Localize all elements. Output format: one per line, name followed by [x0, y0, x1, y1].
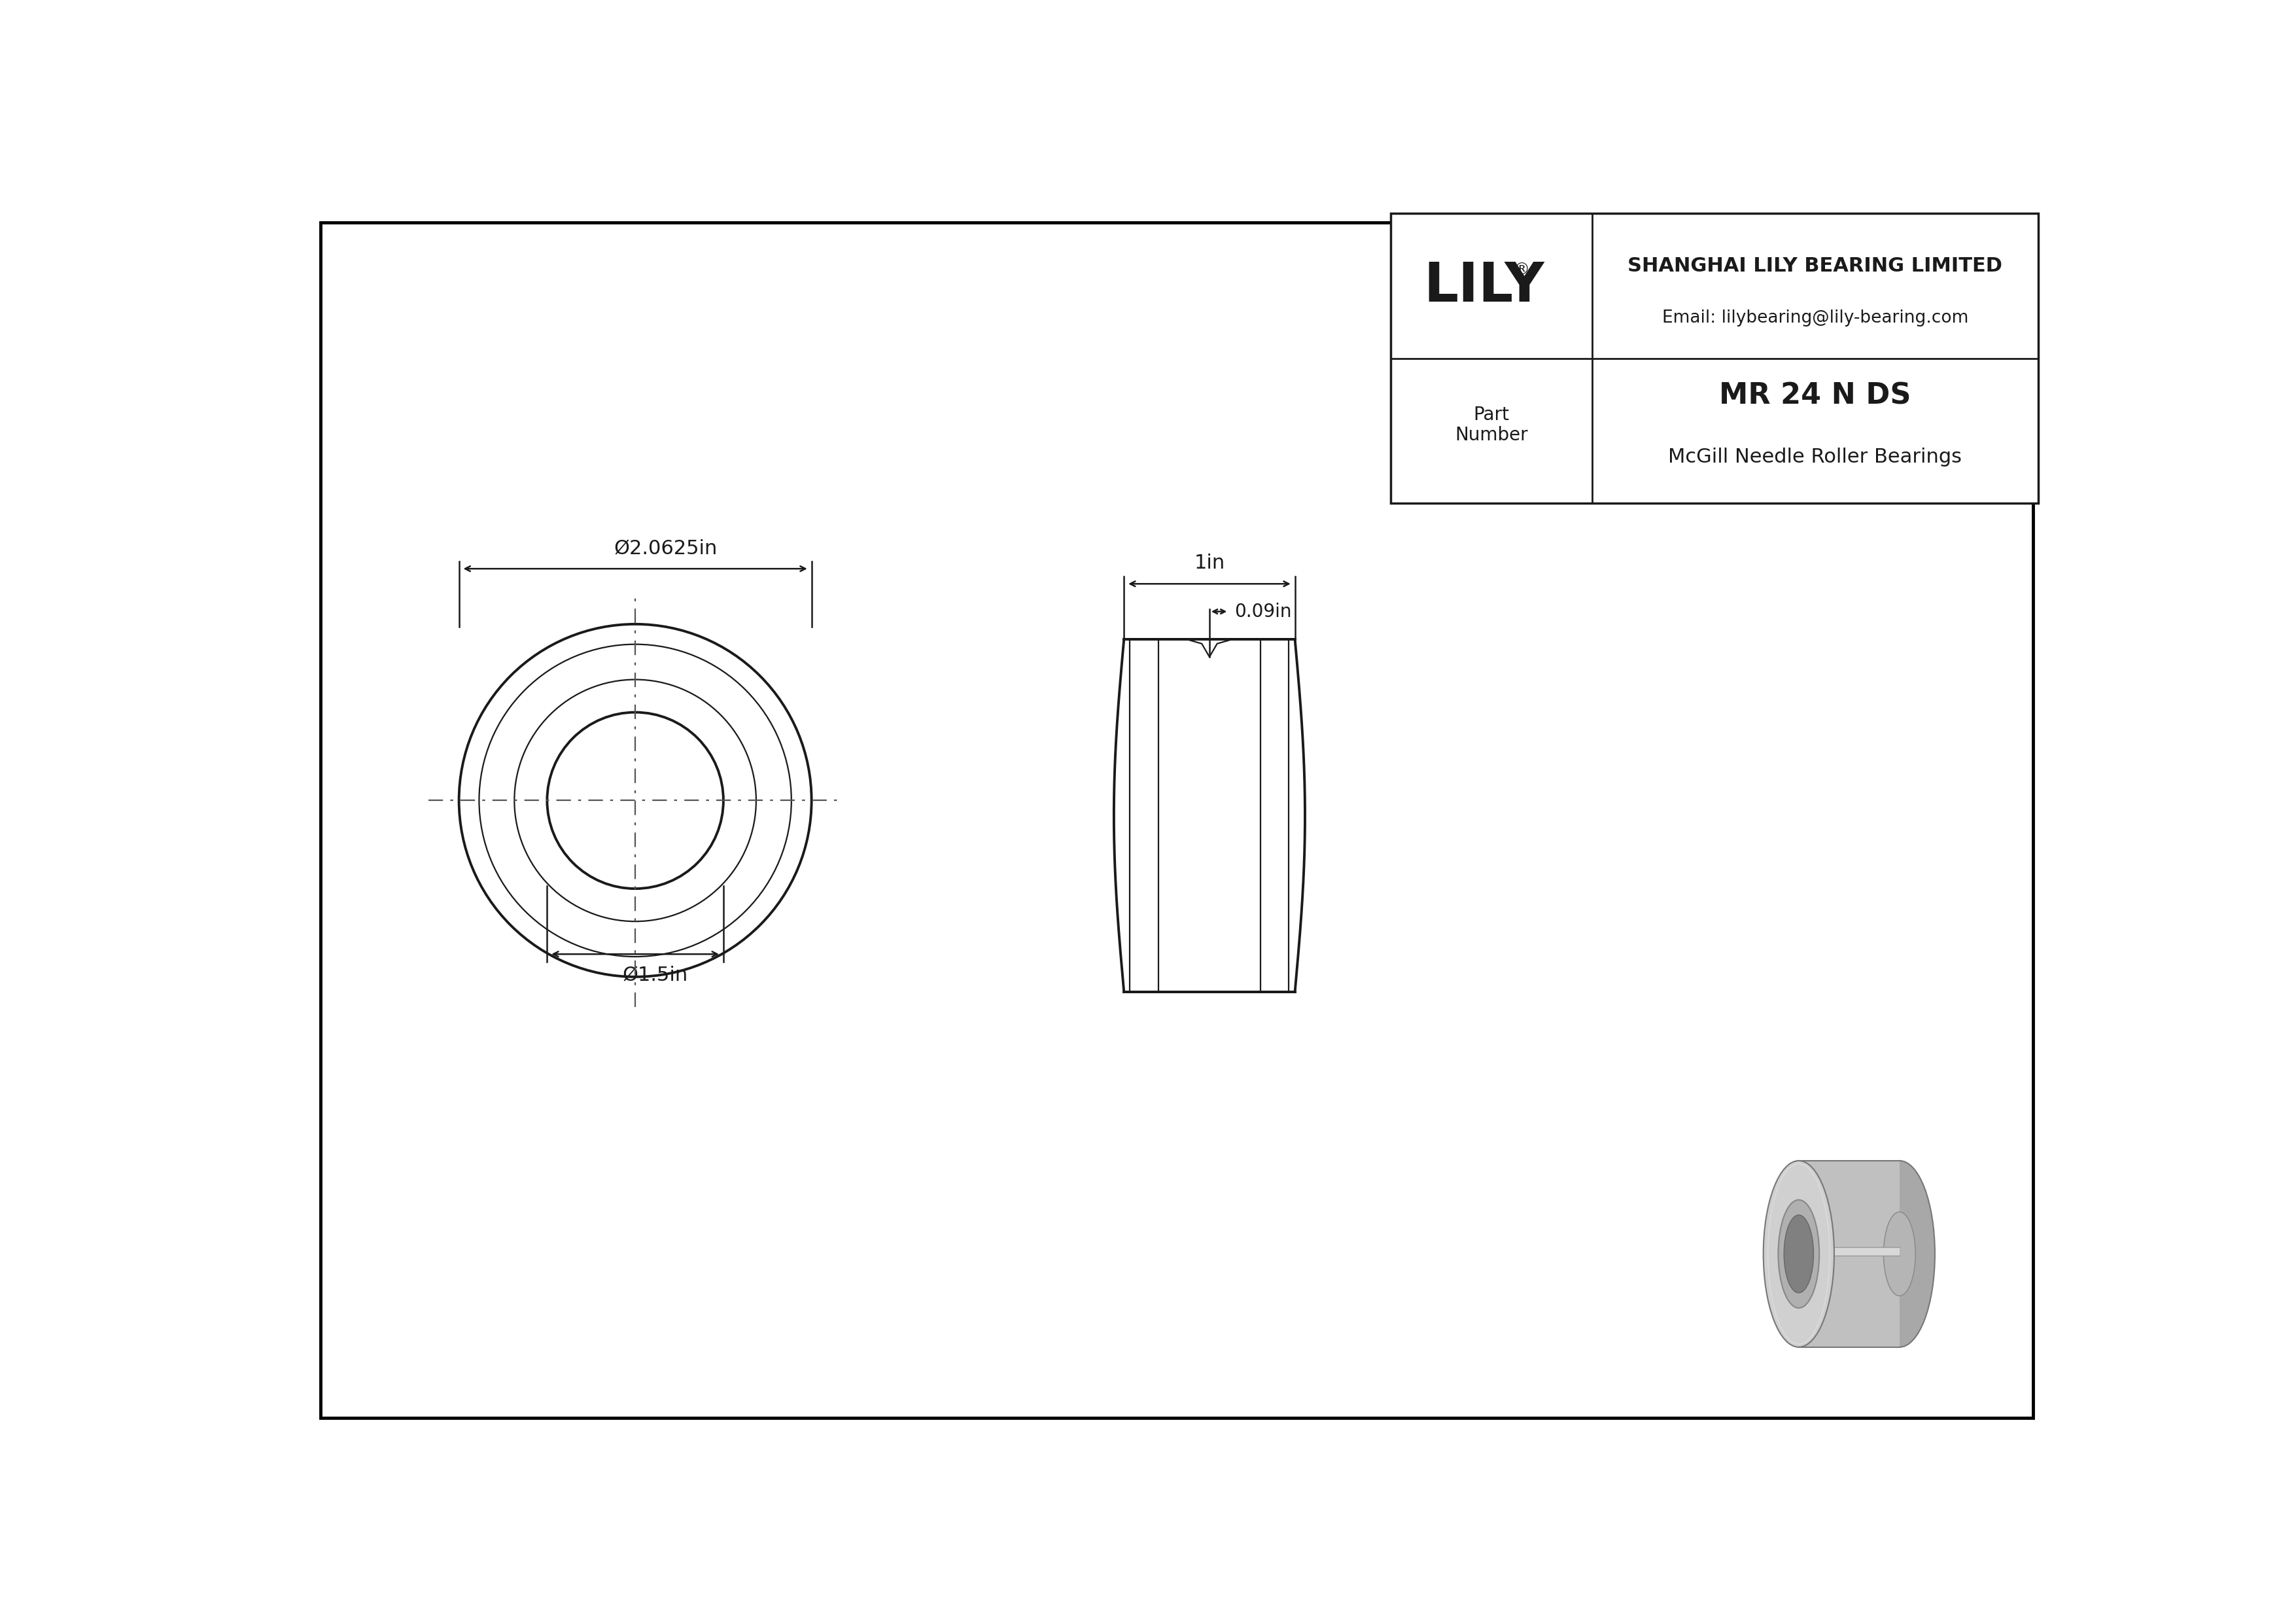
- Text: Ø1.5in: Ø1.5in: [622, 965, 689, 984]
- Text: 1in: 1in: [1194, 554, 1224, 573]
- Bar: [1798, 1161, 1899, 1348]
- Text: LILY: LILY: [1424, 260, 1545, 312]
- Text: Number: Number: [1456, 425, 1529, 445]
- Text: McGill Needle Roller Bearings: McGill Needle Roller Bearings: [1669, 447, 1963, 466]
- Text: Email: lilybearing@lily-bearing.com: Email: lilybearing@lily-bearing.com: [1662, 309, 1968, 326]
- Text: 0.09in: 0.09in: [1235, 603, 1293, 620]
- Text: ®: ®: [1513, 261, 1529, 278]
- Ellipse shape: [1777, 1200, 1818, 1307]
- Ellipse shape: [1763, 1161, 1835, 1348]
- Ellipse shape: [1864, 1161, 1936, 1348]
- Bar: [1391, 213, 2039, 503]
- Text: SHANGHAI LILY BEARING LIMITED: SHANGHAI LILY BEARING LIMITED: [1628, 257, 2002, 274]
- Text: MR 24 N DS: MR 24 N DS: [1720, 382, 1910, 411]
- Ellipse shape: [1883, 1212, 1915, 1296]
- Text: Part: Part: [1474, 406, 1508, 424]
- Bar: [1125, 640, 1295, 992]
- Circle shape: [459, 624, 810, 976]
- Bar: [1798, 1247, 1899, 1255]
- Circle shape: [546, 713, 723, 888]
- Ellipse shape: [1784, 1215, 1814, 1293]
- Text: Ø2.0625in: Ø2.0625in: [613, 539, 716, 557]
